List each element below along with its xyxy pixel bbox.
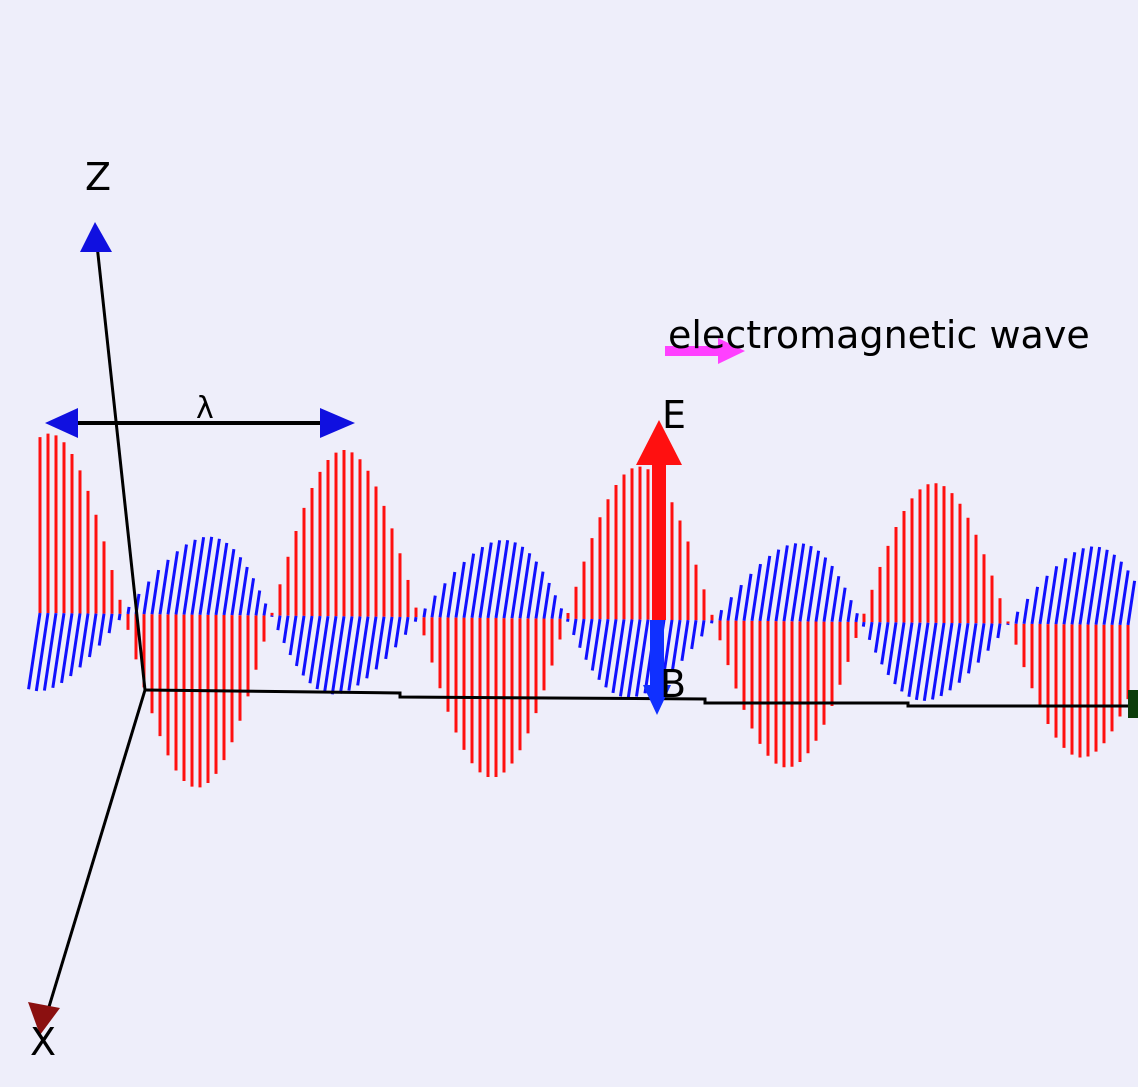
wavelength-label: λ xyxy=(196,391,214,426)
b-field-line xyxy=(415,617,416,622)
b-field-line xyxy=(264,603,266,615)
caption: electromagnetic wave xyxy=(668,313,1090,357)
e-label: E xyxy=(662,393,686,437)
b-label: B xyxy=(660,662,686,706)
b-field-line xyxy=(128,607,129,614)
z-label: Z xyxy=(85,155,111,199)
wave-scene: Z X λ electromagnetic wave E B xyxy=(0,0,1138,1087)
page: Z X λ electromagnetic wave EB (() => { c… xyxy=(0,0,1138,1087)
b-field-line xyxy=(863,622,864,627)
y-arrow xyxy=(1128,690,1138,718)
b-field-line xyxy=(856,613,857,622)
b-field-line xyxy=(119,614,120,620)
b-field-line xyxy=(1016,612,1018,624)
b-field-line xyxy=(720,610,722,620)
x-label: X xyxy=(30,1020,56,1064)
b-field-line xyxy=(424,609,425,618)
b-field-line xyxy=(560,608,562,618)
